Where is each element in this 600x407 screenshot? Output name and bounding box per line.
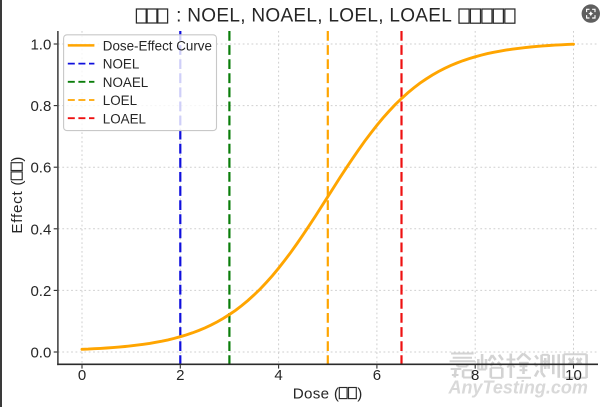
svg-text:0.8: 0.8 bbox=[30, 98, 51, 115]
svg-text:10: 10 bbox=[565, 367, 582, 384]
svg-text:NOEL: NOEL bbox=[103, 57, 139, 72]
svg-text:4: 4 bbox=[274, 367, 282, 384]
svg-text:): ) bbox=[357, 385, 362, 402]
svg-text:6: 6 bbox=[373, 367, 381, 384]
svg-text:Dose-Effect Curve: Dose-Effect Curve bbox=[103, 39, 212, 54]
svg-text:8: 8 bbox=[471, 367, 479, 384]
svg-text:Dose (: Dose ( bbox=[293, 385, 340, 402]
svg-text:0.0: 0.0 bbox=[30, 345, 51, 362]
svg-text:0.2: 0.2 bbox=[30, 283, 51, 300]
svg-text:Effect (: Effect ( bbox=[9, 180, 26, 234]
svg-text:: NOEL, NOAEL, LOEL, LOAEL: : NOEL, NOAEL, LOEL, LOAEL bbox=[176, 6, 452, 27]
svg-text:0.4: 0.4 bbox=[30, 221, 51, 238]
svg-text:LOAEL: LOAEL bbox=[103, 111, 146, 126]
svg-text:): ) bbox=[9, 157, 26, 162]
svg-text:2: 2 bbox=[176, 367, 184, 384]
svg-text:1.0: 1.0 bbox=[30, 37, 51, 54]
svg-text:0: 0 bbox=[78, 367, 86, 384]
svg-text:AnyTesting.com: AnyTesting.com bbox=[448, 378, 588, 398]
svg-text:0.6: 0.6 bbox=[30, 160, 51, 177]
svg-text:LOEL: LOEL bbox=[103, 93, 137, 108]
svg-text:NOAEL: NOAEL bbox=[103, 75, 148, 90]
